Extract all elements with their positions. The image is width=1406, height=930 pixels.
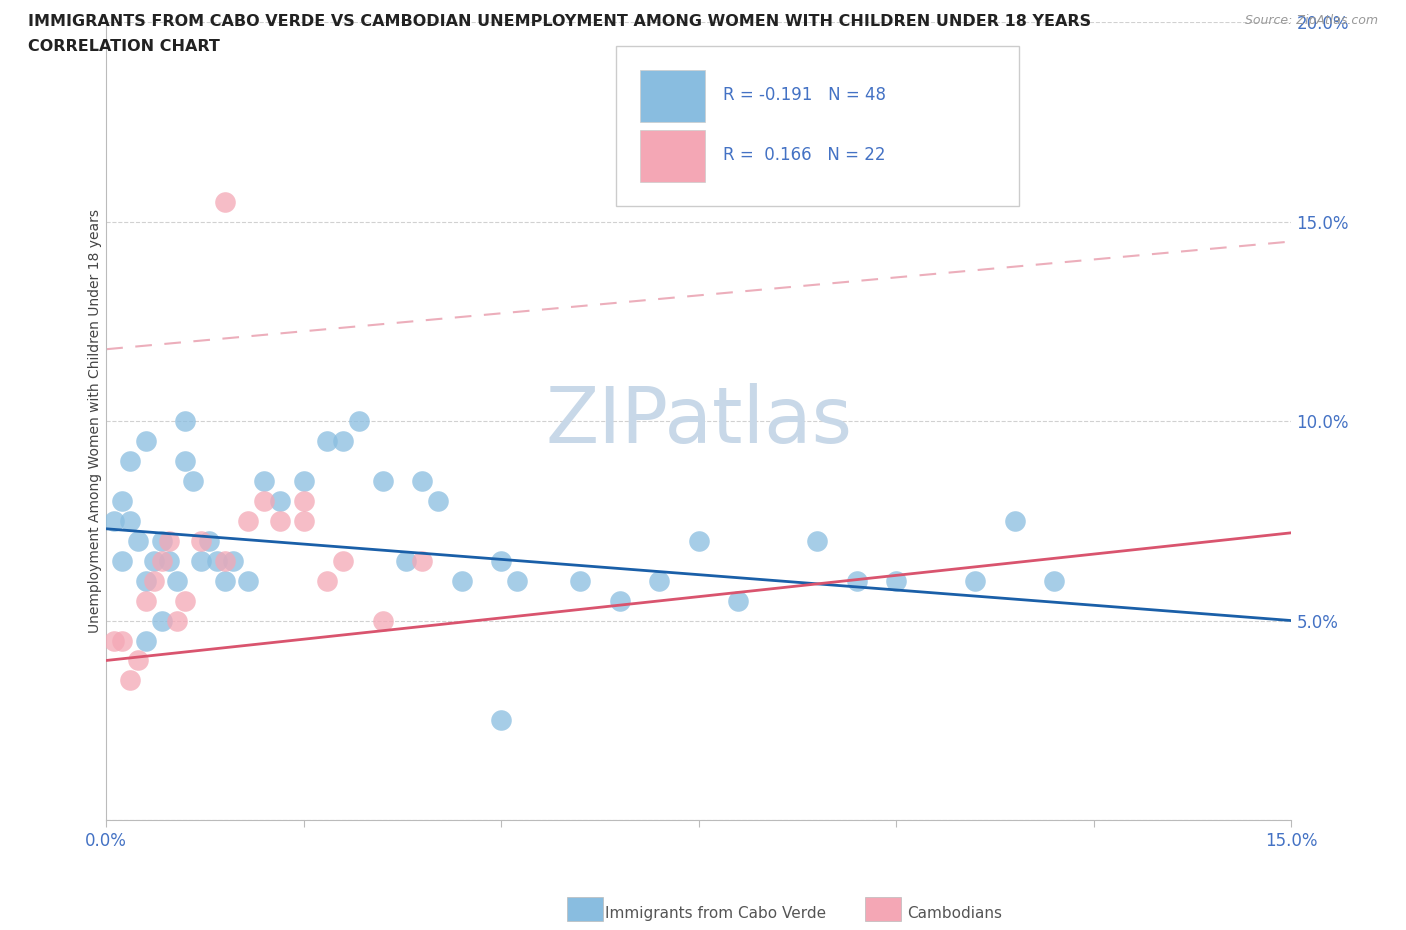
Y-axis label: Unemployment Among Women with Children Under 18 years: Unemployment Among Women with Children U… — [89, 209, 103, 633]
Point — [371, 613, 394, 628]
Point — [688, 533, 710, 548]
Point — [316, 573, 339, 588]
FancyBboxPatch shape — [567, 897, 603, 921]
Text: Source: ZipAtlas.com: Source: ZipAtlas.com — [1244, 14, 1378, 27]
Point — [1004, 513, 1026, 528]
Point — [190, 533, 212, 548]
Point — [159, 533, 181, 548]
Point — [1043, 573, 1066, 588]
Point — [371, 473, 394, 488]
Point — [238, 573, 260, 588]
Point — [886, 573, 908, 588]
Point — [159, 553, 181, 568]
Point — [214, 573, 236, 588]
Point — [411, 553, 433, 568]
FancyBboxPatch shape — [640, 130, 704, 181]
Point — [190, 553, 212, 568]
FancyBboxPatch shape — [865, 897, 901, 921]
Text: R =  0.166   N = 22: R = 0.166 N = 22 — [723, 146, 884, 165]
Text: R = -0.191   N = 48: R = -0.191 N = 48 — [723, 86, 886, 104]
Point — [118, 454, 141, 469]
Point — [150, 613, 173, 628]
Point — [111, 494, 134, 509]
Point — [166, 573, 188, 588]
Point — [253, 473, 276, 488]
Text: CORRELATION CHART: CORRELATION CHART — [28, 39, 219, 54]
Point — [395, 553, 418, 568]
Point — [292, 494, 315, 509]
Point — [727, 593, 749, 608]
Point — [205, 553, 228, 568]
Point — [332, 433, 354, 448]
Point — [450, 573, 472, 588]
Point — [569, 573, 592, 588]
Point — [118, 673, 141, 688]
Point — [491, 713, 513, 728]
Point — [316, 433, 339, 448]
Point — [214, 553, 236, 568]
Point — [174, 593, 197, 608]
Point — [135, 593, 157, 608]
Point — [269, 494, 291, 509]
Point — [127, 533, 149, 548]
Point — [103, 513, 125, 528]
Text: Immigrants from Cabo Verde: Immigrants from Cabo Verde — [605, 906, 825, 921]
Point — [269, 513, 291, 528]
Point — [427, 494, 450, 509]
FancyBboxPatch shape — [616, 46, 1019, 206]
Point — [221, 553, 243, 568]
Point — [965, 573, 987, 588]
Point — [411, 473, 433, 488]
Point — [150, 553, 173, 568]
Point — [135, 433, 157, 448]
Point — [491, 553, 513, 568]
Point — [142, 573, 165, 588]
Point — [142, 553, 165, 568]
Text: ZIPatlas: ZIPatlas — [546, 383, 852, 459]
Point — [648, 573, 671, 588]
Point — [111, 633, 134, 648]
Point — [181, 473, 204, 488]
Point — [174, 454, 197, 469]
Point — [174, 414, 197, 429]
Point — [292, 473, 315, 488]
FancyBboxPatch shape — [640, 70, 704, 122]
Point — [150, 533, 173, 548]
Point — [127, 653, 149, 668]
Point — [253, 494, 276, 509]
Point — [166, 613, 188, 628]
Point — [806, 533, 828, 548]
Point — [238, 513, 260, 528]
Point — [292, 513, 315, 528]
Point — [609, 593, 631, 608]
Point — [135, 633, 157, 648]
Point — [347, 414, 370, 429]
Point — [198, 533, 221, 548]
Text: IMMIGRANTS FROM CABO VERDE VS CAMBODIAN UNEMPLOYMENT AMONG WOMEN WITH CHILDREN U: IMMIGRANTS FROM CABO VERDE VS CAMBODIAN … — [28, 14, 1091, 29]
Point — [845, 573, 868, 588]
Point — [111, 553, 134, 568]
Point — [506, 573, 529, 588]
Point — [214, 194, 236, 209]
Point — [135, 573, 157, 588]
Point — [103, 633, 125, 648]
Point — [332, 553, 354, 568]
Point — [118, 513, 141, 528]
Text: Cambodians: Cambodians — [907, 906, 1002, 921]
